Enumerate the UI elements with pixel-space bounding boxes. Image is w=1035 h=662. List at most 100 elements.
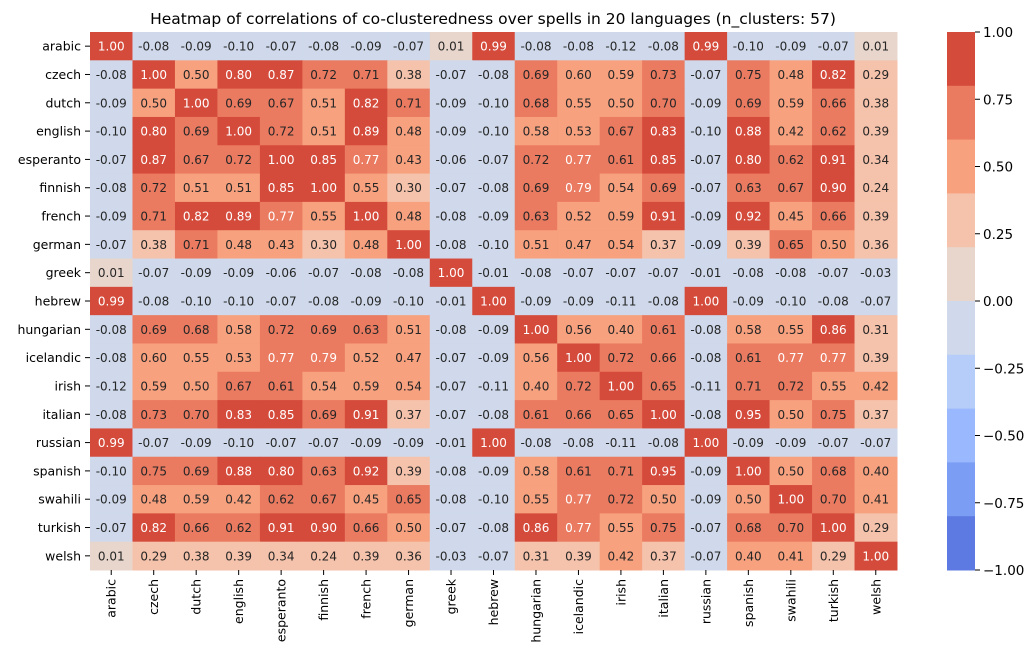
cell-value-label: -0.09 (690, 493, 721, 507)
cell-value-label: 0.77 (777, 351, 804, 365)
colorbar-tick-label: 1.00 (983, 25, 1013, 41)
cell-value-label: 0.66 (820, 210, 847, 224)
colorbar-tick-label: −0.25 (983, 361, 1024, 377)
heatmap-cell-english-german (387, 116, 431, 146)
heatmap-cell-irish-arabic (90, 371, 133, 401)
cell-value-label: 0.68 (523, 96, 550, 110)
colorbar-band (947, 85, 975, 141)
heatmap-cell-english-spanish (727, 116, 771, 146)
x-tick-labels: arabic czech dutch english esperanto finnish f… (104, 570, 883, 643)
cell-value-label: 0.40 (735, 549, 762, 563)
heatmap-cell-english-icelandic (557, 116, 601, 146)
cell-value-label: 0.31 (862, 323, 889, 337)
cell-value-label: 0.77 (268, 351, 295, 365)
heatmap-cell-arabic-hebrew (472, 32, 516, 61)
cell-value-label: 0.88 (735, 125, 762, 139)
heatmap-cell-french-french (344, 201, 388, 231)
heatmap-cell-czech-hungarian (514, 60, 558, 90)
cell-value-label: -0.09 (690, 210, 721, 224)
cell-value-label: -0.01 (435, 436, 466, 450)
heatmap-cell-arabic-dutch (174, 32, 218, 61)
colorbar-band (947, 301, 975, 356)
heatmap-cell-turkish-irish (599, 513, 643, 543)
heatmap-cell-german-german (387, 230, 431, 260)
heatmap-cell-irish-hebrew (472, 371, 516, 401)
cell-value-label: -0.09 (393, 436, 424, 450)
cell-value-label: -0.08 (478, 68, 509, 82)
cell-value-label: 0.67 (225, 379, 252, 393)
heatmap-cell-welsh-dutch (174, 541, 218, 571)
cell-value-label: -0.08 (520, 266, 551, 280)
cell-value-label: 0.69 (140, 323, 167, 337)
cell-value-label: 0.63 (523, 210, 550, 224)
heatmap-cell-welsh-german (387, 541, 431, 571)
heatmap-cell-arabic-czech (132, 32, 176, 61)
cell-value-label: 0.82 (353, 96, 380, 110)
heatmap-cell-czech-english (217, 60, 261, 90)
heatmap-cell-greek-russian (684, 258, 728, 288)
heatmap-cell-hebrew-italian (642, 286, 686, 316)
cell-value-label: -0.10 (181, 295, 212, 309)
heatmap-cell-hebrew-swahili (769, 286, 813, 316)
cell-value-label: 0.58 (225, 323, 252, 337)
colorbar: 1.00 0.75 0.50 0.25 0.00 −0.25 −0.50 −0.75 −1.00 (947, 25, 1024, 579)
y-tick-label-greek: greek (46, 265, 82, 280)
heatmap-cell-czech-welsh (854, 60, 898, 90)
y-tick-label-german: german (33, 237, 81, 252)
heatmap-cell-french-swahili (769, 201, 813, 231)
cell-value-label: -0.11 (478, 379, 509, 393)
heatmap-cell-french-esperanto (259, 201, 303, 231)
x-tick-label-irish: irish (613, 579, 628, 606)
cell-value-label: -0.08 (648, 436, 679, 450)
heatmap-cell-esperanto-arabic (90, 145, 133, 175)
heatmap-cell-hungarian-irish (599, 315, 643, 344)
cell-value-label: -0.07 (393, 40, 424, 54)
y-tick-label-icelandic: icelandic (26, 350, 81, 365)
heatmap-cell-italian-italian (642, 400, 686, 429)
heatmap-cell-dutch-russian (684, 88, 728, 118)
heatmap-cell-icelandic-czech (132, 343, 176, 373)
cell-value-label: 0.48 (140, 493, 167, 507)
cell-value-label: -0.01 (478, 266, 509, 280)
cell-value-label: 0.48 (353, 238, 380, 252)
heatmap-cell-czech-dutch (174, 60, 218, 90)
heatmap-cell-czech-spanish (727, 60, 771, 90)
cell-value-label: 0.67 (183, 153, 210, 167)
heatmap-cell-hungarian-esperanto (259, 315, 303, 344)
heatmap-cell-hungarian-welsh (854, 315, 898, 344)
heatmap-cell-spanish-hebrew (472, 456, 516, 486)
cell-value-label: 0.59 (608, 210, 635, 224)
heatmap-cell-finnish-hungarian (514, 173, 558, 203)
cell-value-label: 0.55 (820, 379, 847, 393)
cell-value-label: 1.00 (98, 40, 125, 54)
cell-value-label: -0.09 (223, 266, 254, 280)
cell-value-label: 0.52 (353, 351, 380, 365)
cell-value-label: 1.00 (225, 125, 252, 139)
cell-value-label: -0.08 (138, 40, 169, 54)
heatmap-cell-hebrew-finnish (302, 286, 346, 316)
heatmap-cell-french-finnish (302, 201, 346, 231)
heatmap-cell-esperanto-irish (599, 145, 643, 175)
heatmap-cell-german-greek (429, 230, 473, 260)
heatmap-cell-russian-german (387, 428, 431, 458)
heatmap-cell-greek-italian (642, 258, 686, 288)
heatmap-cell-arabic-english (217, 32, 261, 61)
cell-value-label: 0.59 (353, 379, 380, 393)
heatmap-cell-french-welsh (854, 201, 898, 231)
heatmap-cell-hebrew-greek (429, 286, 473, 316)
heatmap-cell-czech-german (387, 60, 431, 90)
cell-value-label: 0.91 (268, 521, 295, 535)
heatmap-cell-esperanto-french (344, 145, 388, 175)
heatmap-cell-esperanto-hebrew (472, 145, 516, 175)
cell-value-label: 0.60 (140, 351, 167, 365)
heatmap-cell-turkish-swahili (769, 513, 813, 543)
cell-value-label: 0.30 (310, 238, 337, 252)
heatmap-cell-german-arabic (90, 230, 133, 260)
heatmap-cell-irish-spanish (727, 371, 771, 401)
cell-value-label: 0.72 (268, 125, 295, 139)
cell-value-label: 0.75 (735, 68, 762, 82)
heatmap-cell-finnish-turkish (812, 173, 856, 203)
colorbar-band (947, 32, 975, 87)
heatmap-cell-italian-english (217, 400, 261, 429)
colorbar-band (947, 193, 975, 248)
